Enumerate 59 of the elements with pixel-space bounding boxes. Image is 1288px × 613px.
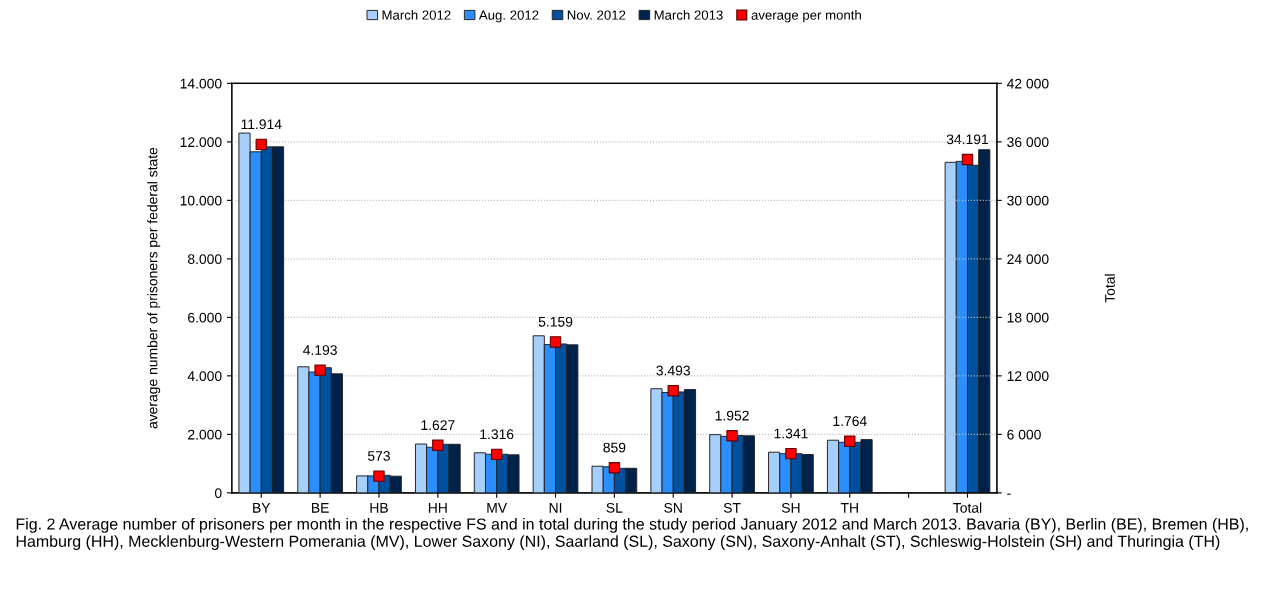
- y-tick-label: 8.000: [187, 254, 222, 265]
- x-tick-label: HB: [370, 503, 388, 513]
- point: [314, 364, 326, 376]
- point: [844, 435, 856, 447]
- y2-axis-title: Total: [1104, 274, 1115, 303]
- point: [373, 470, 385, 482]
- y-tick-label: 10.000: [180, 195, 222, 206]
- y-tick-label: 14.000: [180, 78, 222, 89]
- point: [785, 447, 797, 460]
- data-label: 859: [603, 442, 626, 453]
- y-tick-label: 6.000: [188, 312, 222, 323]
- data-label: 3.493: [656, 365, 690, 376]
- data-label: 573: [367, 451, 390, 461]
- data-label: 1.764: [833, 416, 867, 427]
- y2-tick-label: 12 000: [1007, 371, 1049, 382]
- point: [432, 439, 444, 451]
- data-label: 1.341: [774, 428, 808, 439]
- data-label: 1.952: [715, 410, 749, 421]
- x-tick-label: NI: [549, 503, 562, 513]
- point: [549, 336, 562, 348]
- data-label: 5.159: [538, 316, 573, 327]
- point: [667, 384, 679, 397]
- y-axis-title: average number of prisoners per federal state: [147, 147, 161, 429]
- y2-tick-label: -: [1007, 493, 1011, 495]
- x-tick-label: Total: [953, 502, 982, 513]
- y-tick-label: 2.000: [188, 429, 222, 440]
- data-label: 11.914: [241, 119, 282, 130]
- y2-tick-label: 6 000: [1007, 429, 1041, 440]
- data-label: 34.191: [946, 134, 989, 145]
- point: [490, 448, 503, 461]
- y-tick-label: 12.000: [180, 137, 222, 148]
- x-tick-label: HH: [428, 503, 447, 513]
- x-tick-label: SL: [606, 502, 623, 513]
- legend-label: March 2013: [654, 10, 723, 20]
- y-tick-label: 0: [214, 488, 222, 499]
- x-tick-label: BY: [253, 503, 271, 513]
- y2-tick-label: 36 000: [1007, 137, 1049, 148]
- legend-label: Aug. 2012: [478, 10, 539, 23]
- data-label: 1.627: [421, 420, 455, 431]
- y-tick-label: 4.000: [187, 371, 222, 382]
- caption: Fig. 2 Average number of prisoners per month in the respective FS and in total during the study period January 2012 and March 2013. Bavaria (BY), Berlin (BE), Bremen (HB), Hamburg (HH), Mecklenburg-Western Pomerania (MV), Lower Saxony (NI), Saarland (SL), Saxony (SN), Saxony-Anhalt (ST), Schleswig-Holstein (SH) and Thuringia (TH): [16, 517, 1248, 551]
- legend-label: March 2012: [382, 10, 451, 20]
- x-tick-label: SH: [781, 502, 800, 513]
- x-tick-label: TH: [840, 503, 858, 513]
- point: [608, 462, 621, 474]
- data-label: 4.193: [303, 345, 337, 355]
- legend-label: Nov. 2012: [567, 10, 626, 20]
- point: [726, 430, 738, 442]
- y2-tick-label: 18 000: [1007, 312, 1049, 323]
- x-tick-label: MV: [487, 503, 508, 513]
- x-tick-label: ST: [723, 502, 741, 513]
- x-tick-label: SN: [664, 502, 682, 513]
- y2-tick-label: 24 000: [1007, 254, 1049, 265]
- legend-label: average per month: [751, 10, 861, 23]
- point: [255, 138, 267, 151]
- y2-tick-label: 42 000: [1006, 78, 1049, 89]
- y2-tick-label: 30 000: [1007, 195, 1049, 206]
- data-label: 1.316: [480, 429, 514, 440]
- x-tick-label: BE: [311, 503, 329, 513]
